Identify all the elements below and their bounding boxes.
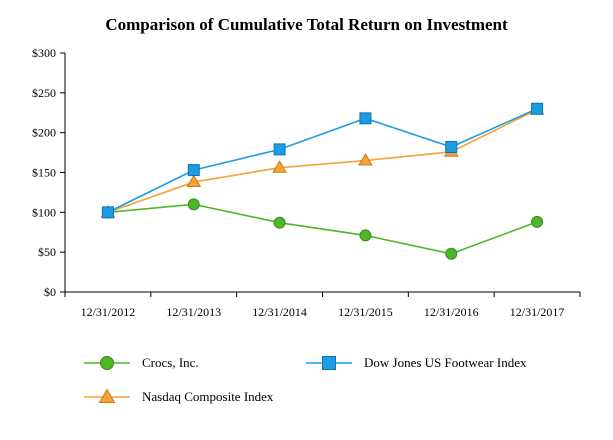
x-category-label: 12/31/2014 — [252, 305, 307, 319]
data-point — [272, 160, 287, 173]
data-point — [187, 164, 200, 177]
data-point — [531, 215, 544, 228]
y-tick-label: $300 — [32, 46, 56, 60]
y-tick-label: $50 — [38, 245, 56, 259]
legend-label-crocs: Crocs, Inc. — [142, 355, 199, 370]
legend-item-crocs: Crocs, Inc. — [82, 354, 304, 372]
x-category-label: 12/31/2013 — [166, 305, 221, 319]
data-point — [273, 216, 286, 229]
chart-plot: $0 $50 $100 $150 $200 $250 $300 12/31/2012 12/31… — [32, 46, 581, 319]
legend-item-nasdaq: Nasdaq Composite Index — [82, 388, 304, 406]
data-point — [273, 143, 286, 156]
series-line-2 — [107, 108, 538, 214]
y-tick-label: $200 — [32, 126, 56, 140]
data-point — [359, 112, 372, 125]
data-point — [186, 174, 202, 188]
y-tick-label: $250 — [32, 86, 56, 100]
legend-marker-triangle-icon — [84, 388, 130, 403]
data-point — [187, 198, 200, 211]
legend-marker-shape — [100, 356, 114, 370]
chart-title: Comparison of Cumulative Total Return on… — [105, 15, 508, 34]
legend-marker-circle-icon — [84, 356, 130, 370]
x-category-label: 12/31/2017 — [510, 305, 565, 319]
legend-marker-shape — [98, 388, 116, 403]
legend-item-dow-jones: Dow Jones US Footwear Index — [304, 354, 613, 372]
y-tick-label: $100 — [32, 205, 56, 219]
legend-marker-shape — [322, 356, 336, 370]
data-point — [531, 102, 544, 115]
series-line-0 — [107, 203, 538, 255]
data-point — [359, 229, 372, 242]
x-category-label: 12/31/2012 — [81, 305, 136, 319]
x-category-label: 12/31/2015 — [338, 305, 393, 319]
series-line-1 — [107, 108, 538, 214]
data-point — [445, 141, 458, 154]
y-tick-label: $150 — [32, 166, 56, 180]
data-point — [101, 206, 114, 219]
legend-label-dow-jones: Dow Jones US Footwear Index — [364, 355, 527, 370]
data-point — [445, 247, 458, 260]
legend-label-nasdaq: Nasdaq Composite Index — [142, 389, 274, 404]
data-point — [358, 153, 373, 166]
chart-area: $0 $50 $100 $150 $200 $250 $300 12/31/2012 12/31… — [0, 39, 613, 344]
x-category-label: 12/31/2016 — [424, 305, 479, 319]
legend-marker-square-icon — [306, 356, 352, 370]
y-tick-label: $0 — [44, 285, 56, 299]
chart-legend: Crocs, Inc. Dow Jones US Footwear Index … — [82, 354, 613, 406]
